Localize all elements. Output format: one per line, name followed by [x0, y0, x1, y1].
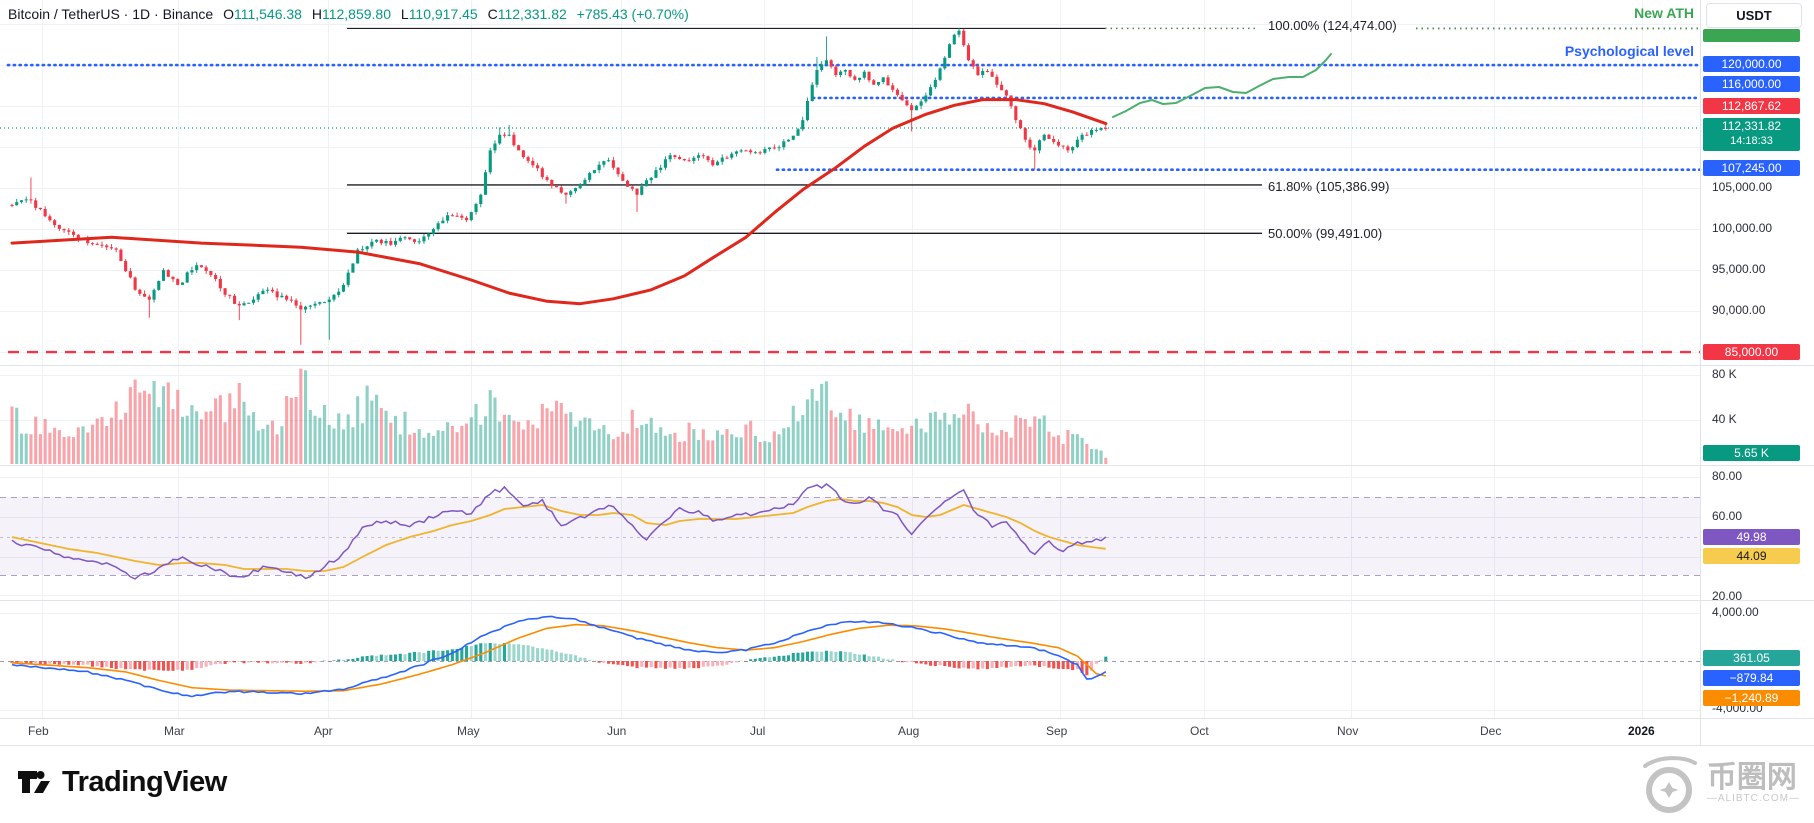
watermark-title: 币圈网	[1706, 760, 1797, 794]
symbol-title[interactable]: Bitcoin / TetherUS · 1D · Binance	[8, 6, 214, 22]
tradingview-logo[interactable]: TradingView	[16, 764, 227, 800]
ohlc-high-value: 112,859.80	[321, 6, 391, 22]
tradingview-logo-icon	[18, 771, 50, 793]
ma-line	[10, 98, 1108, 306]
tradingview-logo-text: TradingView	[62, 765, 227, 798]
macd-hist-value-label: 361.05	[1703, 650, 1800, 666]
time-tick-aug: Aug	[898, 724, 920, 738]
rsi-ma-value-label: 44.09	[1703, 548, 1800, 564]
psych-107k-label: 107,245.00	[1703, 160, 1800, 176]
ohlc-high-label: H	[311, 6, 322, 22]
fib-50-label[interactable]: 50.00% (99,491.00)	[1268, 226, 1383, 241]
time-tick-mar: Mar	[164, 724, 185, 738]
pane-separators	[0, 365, 1814, 746]
rsi-tick-label: 80.00	[1712, 469, 1743, 483]
grid	[0, 0, 1700, 718]
price-tick-label: 100,000.00	[1712, 221, 1773, 236]
alert-85k-label: 85,000.00	[1703, 344, 1800, 361]
candle-wicks-down	[11, 28, 1107, 345]
footer: TradingView 币圈网 —ALIBTC.COM—	[0, 746, 1814, 823]
psych-120k-label: 120,000.00	[1703, 56, 1800, 72]
macd-line	[11, 615, 1107, 698]
time-tick-jun: Jun	[607, 724, 627, 738]
chart-canvas[interactable]	[0, 0, 1814, 746]
volume-value-label: 5.65 K	[1703, 445, 1800, 461]
macd-signal-value-label: −1,240.89	[1703, 690, 1800, 706]
rsi-band	[0, 497, 1700, 575]
rsi-tick-label: 20.00	[1712, 589, 1743, 603]
ohlc-close-label: C	[487, 6, 498, 22]
candle-wicks-up	[16, 27, 1102, 340]
ath-price-label-strip	[1703, 29, 1800, 42]
macd-tick-label: 4,000.00	[1712, 604, 1759, 619]
price-tick-label: 90,000.00	[1712, 303, 1766, 318]
fib-618-label[interactable]: 61.80% (105,386.99)	[1268, 179, 1390, 194]
time-tick-jul: Jul	[750, 724, 766, 738]
macd-hist-neg	[10, 661, 1089, 676]
projection-curve	[1112, 53, 1332, 118]
rsi-line	[11, 483, 1107, 580]
macd-signal-line	[11, 623, 1106, 693]
price-tick-label: 105,000.00	[1712, 180, 1773, 195]
ohlc-change: +785.43 (+0.70%)	[576, 6, 689, 22]
candle-bodies-down	[10, 30, 1108, 310]
currency-toggle-button[interactable]: USDT	[1706, 3, 1802, 28]
volume-bars-down	[10, 368, 1108, 464]
time-tick-may: May	[457, 724, 480, 738]
rsi-band-edges	[0, 497, 1700, 576]
macd-hist-pos	[322, 643, 1108, 661]
ohlc-low-label: L	[400, 6, 409, 22]
psychological-level-annotation: Psychological level	[1564, 43, 1694, 59]
macd-value-label: −879.84	[1703, 670, 1800, 686]
ohlc-close-value: 112,331.82	[497, 6, 567, 22]
rsi-value-label: 49.98	[1703, 529, 1800, 545]
time-tick-oct: Oct	[1190, 724, 1209, 738]
watermark-coin-icon	[1642, 756, 1697, 813]
ohlc-open-label: O	[223, 6, 234, 22]
site-watermark: 币圈网 —ALIBTC.COM—	[1639, 750, 1800, 816]
last-price-label: 112,331.82 14:18:33	[1703, 118, 1800, 151]
volume-tick-label: 40 K	[1712, 411, 1737, 426]
time-tick-nov: Nov	[1337, 724, 1359, 738]
time-tick-2026: 2026	[1628, 724, 1655, 738]
price-tick-label: 95,000.00	[1712, 262, 1766, 277]
ohlc-open-value: 111,546.38	[233, 6, 302, 22]
ohlc-low-value: 110,917.45	[408, 6, 478, 22]
time-tick-feb: Feb	[28, 724, 49, 738]
watermark-subtitle: —ALIBTC.COM—	[1706, 792, 1800, 804]
time-tick-sep: Sep	[1046, 724, 1068, 738]
symbol-header[interactable]: Bitcoin / TetherUS · 1D · Binance O111,5…	[8, 6, 689, 22]
time-tick-apr: Apr	[314, 724, 333, 738]
psych-116k-label: 116,000.00	[1703, 76, 1800, 92]
time-tick-dec: Dec	[1480, 724, 1502, 738]
fib-100-label[interactable]: 100.00% (124,474.00)	[1268, 18, 1397, 33]
rsi-tick-label: 60.00	[1712, 509, 1743, 523]
new-ath-annotation: New ATH	[1634, 5, 1694, 21]
ma-value-label: 112,867.62	[1703, 98, 1800, 114]
volume-tick-label: 80 K	[1712, 367, 1737, 381]
